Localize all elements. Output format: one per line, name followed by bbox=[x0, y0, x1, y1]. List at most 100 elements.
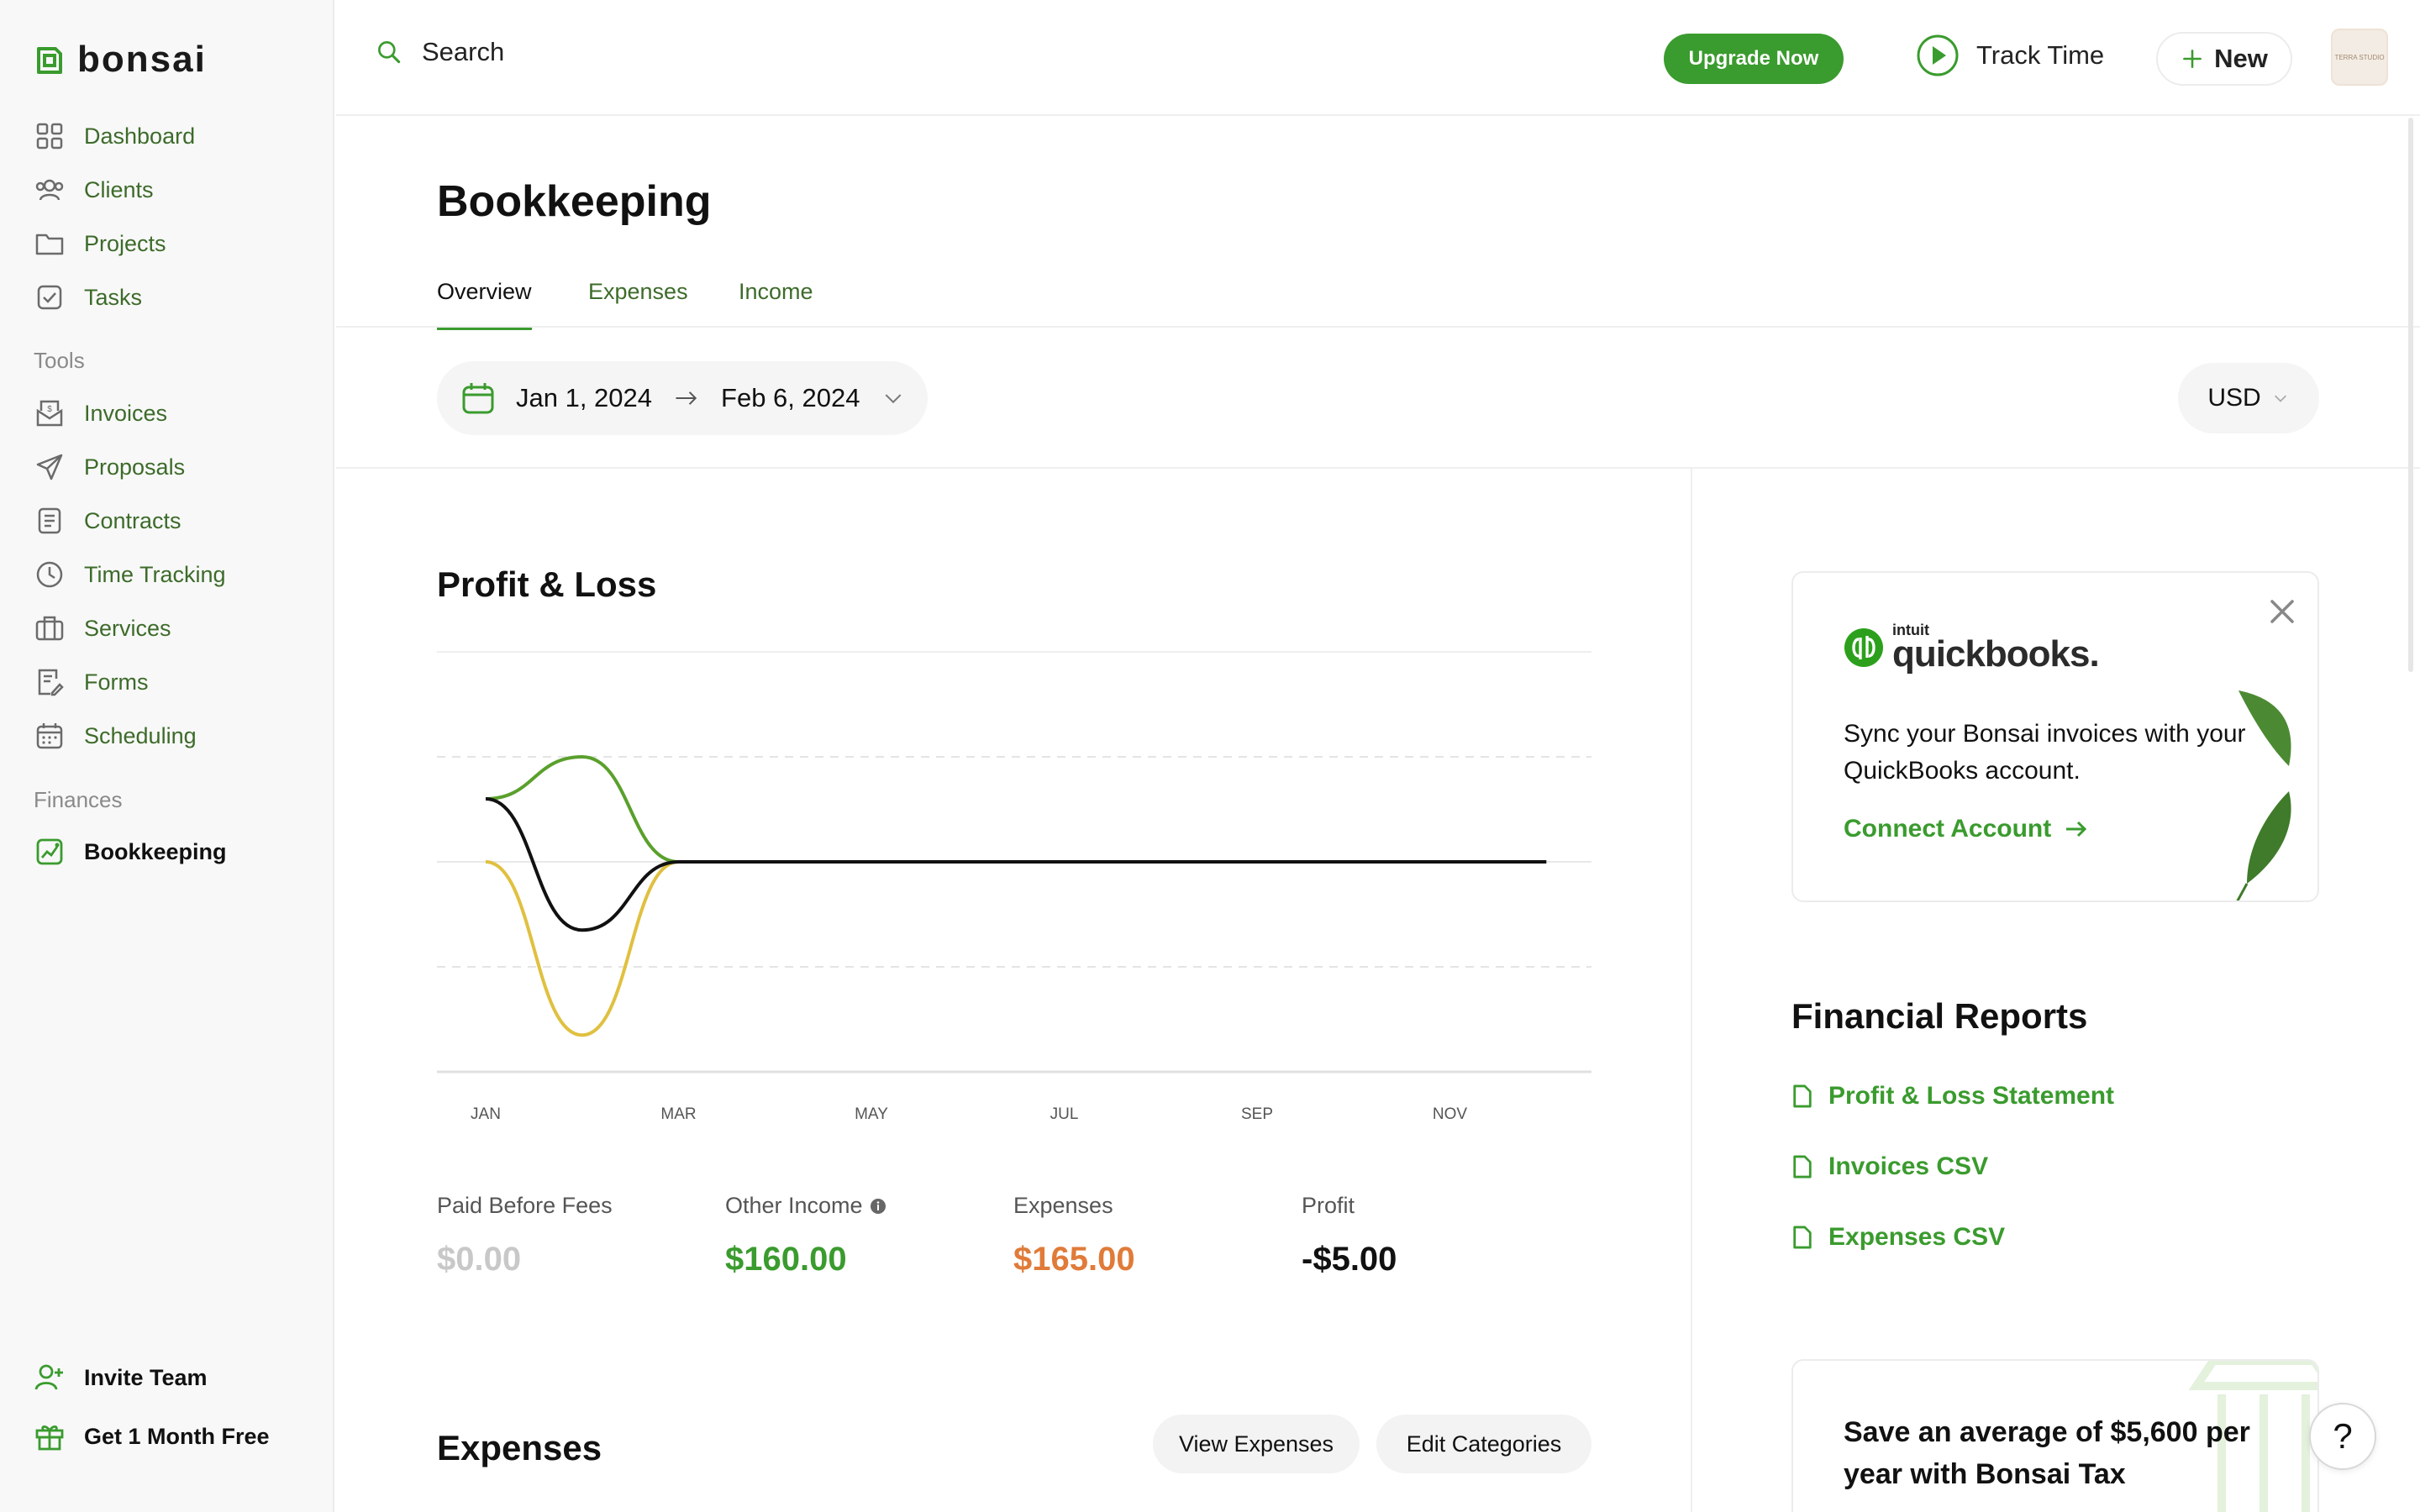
sidebar-item-label: Dashboard bbox=[84, 123, 196, 149]
sidebar-item-time-tracking[interactable]: Time Tracking bbox=[34, 554, 311, 596]
quickbooks-wordmark: quickbooks. bbox=[1892, 633, 2100, 675]
sidebar-item-proposals[interactable]: Proposals bbox=[34, 446, 311, 488]
sidebar-item-projects[interactable]: Projects bbox=[34, 223, 311, 265]
sidebar-item-forms[interactable]: Forms bbox=[34, 661, 311, 703]
close-icon[interactable] bbox=[2264, 593, 2301, 630]
stat-label: Paid Before Fees bbox=[437, 1193, 613, 1218]
sidebar-item-bookkeeping[interactable]: Bookkeeping bbox=[34, 831, 311, 873]
finances-heading: Finances bbox=[34, 787, 123, 812]
profit-loss-chart: JAN MAR MAY JUL SEP NOV bbox=[437, 651, 1591, 1123]
x-tick-label: JUL bbox=[1050, 1105, 1079, 1123]
sidebar-item-scheduling[interactable]: Scheduling bbox=[34, 715, 311, 757]
folder-icon bbox=[35, 234, 64, 255]
currency-value: USD bbox=[2207, 384, 2261, 412]
currency-select[interactable]: USD bbox=[2178, 363, 2319, 433]
avatar[interactable]: TERRA STUDIO bbox=[2331, 29, 2388, 86]
intuit-label: intuit bbox=[1892, 622, 1929, 638]
date-from: Jan 1, 2024 bbox=[516, 383, 653, 412]
pillar-decoration-icon bbox=[2188, 1361, 2317, 1512]
invite-team-button[interactable]: Invite Team bbox=[34, 1357, 311, 1399]
get-month-free-button[interactable]: Get 1 Month Free bbox=[34, 1415, 311, 1457]
stat-profit: Profit -$5.00 bbox=[1302, 1193, 1397, 1278]
get-month-free-label: Get 1 Month Free bbox=[84, 1423, 270, 1449]
connect-account-link[interactable]: Connect Account bbox=[1844, 815, 2088, 843]
brand-name: bonsai bbox=[77, 39, 207, 80]
report-link-profit-loss[interactable]: Profit & Loss Statement bbox=[1791, 1082, 2114, 1110]
stat-other-income: Other Income $160.00 bbox=[725, 1193, 886, 1278]
date-range-picker[interactable]: Jan 1, 2024 Feb 6, 2024 bbox=[437, 361, 928, 435]
leaf-decoration-icon bbox=[2236, 690, 2291, 900]
sidebar-item-dashboard[interactable]: Dashboard bbox=[34, 115, 311, 157]
quickbooks-icon bbox=[1844, 628, 1883, 667]
view-expenses-button[interactable]: View Expenses bbox=[1153, 1415, 1360, 1473]
edit-categories-button[interactable]: Edit Categories bbox=[1376, 1415, 1591, 1473]
svg-text:$: $ bbox=[47, 405, 52, 414]
quickbooks-logo: intuit quickbooks. bbox=[1844, 622, 2100, 675]
arrow-right-icon bbox=[2066, 821, 2087, 837]
file-icon bbox=[1793, 1226, 1812, 1249]
column-divider bbox=[1691, 469, 1692, 1512]
tab-divider bbox=[336, 326, 2420, 328]
sidebar-item-label: Scheduling bbox=[84, 722, 197, 748]
sidebar-item-services[interactable]: Services bbox=[34, 607, 311, 649]
report-link-label: Expenses CSV bbox=[1828, 1223, 2006, 1251]
form-icon bbox=[38, 669, 64, 696]
search-bar[interactable]: Search bbox=[373, 37, 504, 67]
chart-icon bbox=[36, 838, 63, 865]
scrollbar-thumb[interactable] bbox=[2408, 118, 2413, 672]
users-icon bbox=[35, 179, 64, 201]
stat-paid-before-fees: Paid Before Fees $0.00 bbox=[437, 1193, 613, 1278]
sidebar-item-label: Bookkeeping bbox=[84, 838, 227, 864]
date-to: Feb 6, 2024 bbox=[721, 383, 860, 412]
plus-icon bbox=[2183, 50, 2202, 68]
gift-icon bbox=[35, 1425, 64, 1451]
file-icon bbox=[1793, 1155, 1812, 1179]
clock-icon bbox=[36, 561, 63, 588]
briefcase-icon bbox=[35, 616, 64, 641]
checkbox-icon bbox=[37, 285, 62, 310]
bonsai-logo[interactable]: bonsai bbox=[34, 39, 207, 81]
sidebar-item-contracts[interactable]: Contracts bbox=[34, 500, 311, 542]
sidebar-item-label: Tasks bbox=[84, 284, 143, 310]
chevron-down-icon bbox=[2274, 395, 2286, 402]
tab-income[interactable]: Income bbox=[739, 279, 813, 304]
report-link-expenses-csv[interactable]: Expenses CSV bbox=[1791, 1223, 2005, 1252]
bonsai-logo-icon bbox=[37, 47, 62, 74]
stat-label: Other Income bbox=[725, 1193, 863, 1218]
send-icon bbox=[36, 454, 63, 480]
quickbooks-description: Sync your Bonsai invoices with your Quic… bbox=[1844, 720, 2246, 785]
new-label: New bbox=[2214, 44, 2268, 73]
series-line-2 bbox=[485, 797, 1547, 932]
sidebar-item-invoices[interactable]: $ Invoices bbox=[34, 392, 311, 434]
track-time-label: Track Time bbox=[1976, 40, 2105, 70]
arrow-right-icon bbox=[676, 391, 697, 405]
sidebar-item-clients[interactable]: Clients bbox=[34, 169, 311, 211]
stat-label: Expenses bbox=[1013, 1193, 1113, 1218]
report-link-label: Invoices CSV bbox=[1828, 1152, 1989, 1180]
sidebar: bonsai Dashboard Clients Projects Tasks … bbox=[0, 0, 334, 1512]
tab-overview[interactable]: Overview bbox=[437, 279, 532, 330]
tab-expenses[interactable]: Expenses bbox=[588, 279, 688, 304]
calendar-icon bbox=[36, 723, 63, 749]
report-link-label: Profit & Loss Statement bbox=[1828, 1082, 2115, 1110]
chevron-down-icon bbox=[885, 394, 901, 404]
track-time-button[interactable]: Track Time bbox=[1916, 34, 2104, 77]
new-button[interactable]: New bbox=[2156, 32, 2292, 86]
sidebar-item-label: Clients bbox=[84, 176, 154, 202]
series-line-1 bbox=[485, 860, 1547, 1037]
bonsai-tax-card[interactable]: Save an average of $5,600 per year with … bbox=[1791, 1359, 2319, 1512]
report-link-invoices-csv[interactable]: Invoices CSV bbox=[1791, 1152, 1988, 1181]
top-bar: Search Upgrade Now Track Time New TERRA … bbox=[336, 0, 2420, 116]
help-button[interactable]: ? bbox=[2309, 1403, 2376, 1470]
sidebar-item-tasks[interactable]: Tasks bbox=[34, 276, 311, 318]
invoice-icon: $ bbox=[36, 400, 63, 427]
stat-value: $0.00 bbox=[437, 1241, 522, 1278]
info-icon[interactable] bbox=[870, 1198, 886, 1215]
invite-team-label: Invite Team bbox=[84, 1364, 208, 1390]
upgrade-now-button[interactable]: Upgrade Now bbox=[1664, 34, 1844, 84]
sidebar-item-label: Projects bbox=[84, 230, 166, 256]
bonsai-tax-text: Save an average of $5,600 per year with … bbox=[1844, 1416, 2250, 1490]
quickbooks-card: intuit quickbooks. Sync your Bonsai invo… bbox=[1791, 571, 2319, 902]
document-icon bbox=[38, 507, 61, 534]
sidebar-item-label: Services bbox=[84, 615, 171, 641]
